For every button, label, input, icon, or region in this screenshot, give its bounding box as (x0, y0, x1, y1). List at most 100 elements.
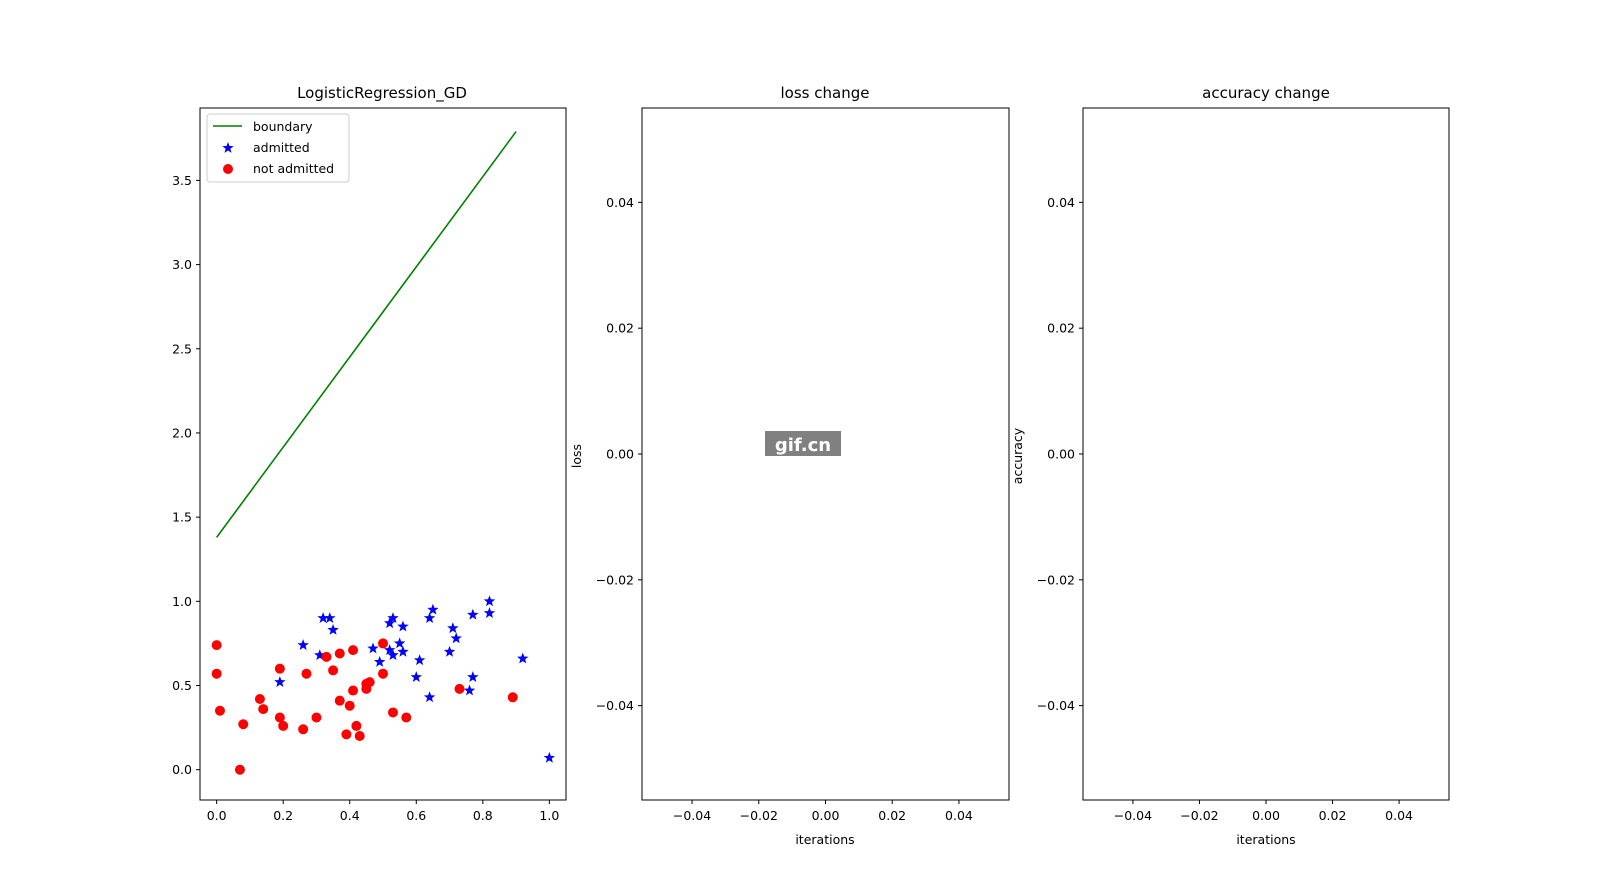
y-tick-label: 0.00 (1047, 447, 1075, 462)
legend-label-not-admitted: not admitted (253, 161, 334, 176)
x-tick-label: 0.4 (340, 808, 360, 823)
admitted-point (387, 612, 399, 624)
tick-labels: −0.04 −0.02 0.00 0.02 0.04 −0.04 −0.02 0.00 0.02… (596, 195, 973, 823)
not-admitted-point (334, 695, 345, 706)
y-tick-label: 3.0 (172, 257, 192, 272)
axes-frame (199, 107, 567, 801)
y-tick-label: 2.0 (172, 425, 192, 440)
legend-label-admitted: admitted (253, 140, 310, 155)
tick-labels: −0.04 −0.02 0.00 0.02 0.04 −0.04 −0.02 0.00 0.02… (1037, 195, 1413, 823)
not-admitted-point (311, 712, 322, 723)
admitted-point (383, 644, 396, 655)
plot-area (211, 131, 556, 775)
not-admitted-point (321, 651, 332, 662)
panel-accuracy-change: accuracy change −0.04 −0.02 0.00 0.02 0.04−0… (1010, 84, 1450, 847)
y-axis-label: loss (569, 444, 584, 468)
not-admitted-point (211, 668, 222, 679)
watermark: gif.cn (765, 431, 841, 456)
not-admitted-point (238, 719, 249, 730)
not-admitted-point (348, 685, 359, 696)
x-tick-label: 0.2 (273, 808, 293, 823)
x-tick-label: 0.04 (945, 808, 973, 823)
y-tick-label: 0.02 (1047, 321, 1075, 336)
not-admitted-point (354, 731, 365, 742)
y-tick-label: 3.5 (172, 173, 192, 188)
not-admitted-point (274, 712, 285, 723)
not-admitted-point (378, 638, 388, 649)
y-tick-label: 2.5 (172, 341, 192, 356)
admitted-point (324, 612, 336, 624)
admitted-point (450, 632, 462, 644)
tick-labels: 0.0 0.2 0.4 0.6 0.8 1.0 0.0 0.5 1.0 1.5 2.0 2.5 3.0 3… (172, 173, 559, 823)
x-tick-label: −0.04 (673, 808, 711, 823)
axes-frame (1082, 107, 1450, 801)
admitted-point (317, 612, 329, 624)
admitted-point (447, 622, 459, 634)
x-tick-label: 0.6 (406, 808, 426, 823)
x-tick-label: −0.04 (1114, 808, 1152, 823)
admitted-point (467, 671, 479, 682)
admitted-point (427, 603, 439, 615)
not-admitted-point (378, 668, 388, 679)
not-admitted-point (351, 720, 362, 731)
y-tick-label: −0.02 (596, 572, 634, 587)
x-tick-label: 0.8 (473, 808, 493, 823)
chart-title: loss change (781, 84, 870, 102)
not-admitted-point (274, 663, 285, 674)
admitted-point (423, 691, 436, 703)
x-tick-label: 0.04 (1385, 808, 1413, 823)
y-tick-label: 1.5 (172, 510, 192, 525)
not-admitted-point (298, 724, 309, 735)
x-tick-label: 0.00 (1252, 808, 1280, 823)
admitted-point (483, 607, 496, 618)
admitted-point (443, 645, 456, 657)
panel-logistic-regression: LogisticRegression_GD 0.0 0.2 0.4 0.6 0.8 1.0… (172, 84, 567, 823)
y-tick-label: 1.0 (172, 594, 192, 609)
not-admitted-point (234, 764, 245, 775)
not-admitted-point (254, 693, 265, 704)
panel-loss-change: loss change −0.04 −0.02 0.00 0.02 0.04−0.04−… (569, 84, 1010, 847)
not-admitted-point (301, 668, 312, 679)
x-tick-label: −0.02 (740, 808, 778, 823)
not-admitted-point (507, 692, 518, 703)
admitted-point (297, 639, 309, 650)
legend: boundary admitted not admitted (206, 113, 350, 183)
admitted-point (413, 654, 426, 666)
y-tick-label: 0.04 (606, 195, 634, 210)
y-tick-label: 0.02 (606, 321, 634, 336)
admitted-point (314, 649, 326, 661)
admitted-point (463, 684, 476, 696)
legend-box (206, 113, 350, 183)
legend-label-boundary: boundary (253, 119, 313, 134)
legend-star-swatch (222, 142, 234, 153)
admitted-point (387, 649, 399, 661)
y-tick-label: −0.04 (1037, 698, 1075, 713)
not-admitted-point (211, 640, 222, 651)
x-axis-label: iterations (795, 832, 854, 847)
y-tick-label: −0.04 (596, 698, 634, 713)
admitted-point (327, 623, 339, 635)
not-admitted-point (364, 677, 375, 688)
admitted-point (373, 655, 386, 667)
not-admitted-point (387, 707, 398, 718)
admitted-point (397, 620, 409, 632)
not-admitted-point (454, 683, 465, 694)
chart-title: LogisticRegression_GD (297, 84, 467, 103)
boundary-line (215, 131, 517, 538)
not-admitted-point (214, 705, 225, 716)
y-tick-label: 0.0 (172, 762, 192, 777)
y-tick-label: −0.02 (1037, 572, 1075, 587)
not-admitted-point (344, 700, 355, 711)
y-axis-label: accuracy (1010, 427, 1025, 484)
y-tick-label: 0.04 (1047, 195, 1075, 210)
x-axis-label: iterations (1236, 832, 1295, 847)
admitted-point (410, 671, 422, 682)
not-admitted-point (401, 712, 412, 723)
not-admitted-point (278, 720, 289, 731)
admitted-point (274, 676, 286, 687)
admitted-point (423, 612, 436, 624)
admitted-point (393, 637, 406, 649)
x-tick-label: 0.02 (878, 808, 906, 823)
legend-circle-swatch (223, 164, 233, 174)
